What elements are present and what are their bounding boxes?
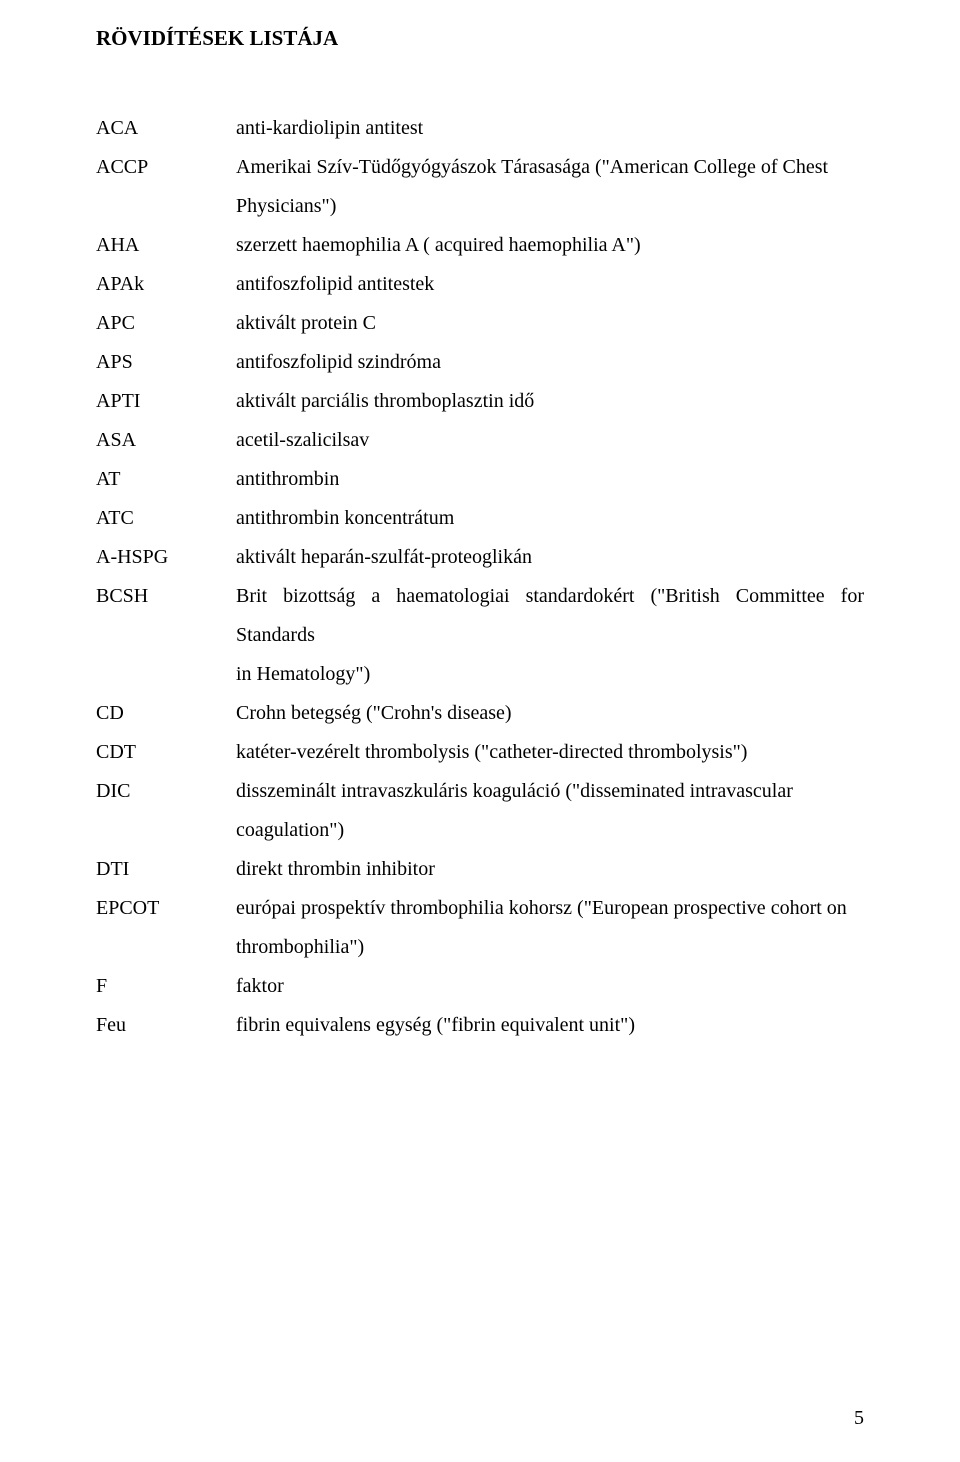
abbr-entry: ATCantithrombin koncentrátum [96,499,864,538]
abbr-entry: CDTkatéter-vezérelt thrombolysis ("cathe… [96,733,864,772]
abbr-term: APTI [96,382,236,421]
abbr-definition: Amerikai Szív-Tüdőgyógyászok Tárasasága … [236,148,864,187]
abbr-term: APC [96,304,236,343]
abbr-term: Feu [96,1006,236,1045]
abbr-term: F [96,967,236,1006]
abbr-definition-continuation: Physicians") [96,187,864,226]
abbr-term: CD [96,694,236,733]
abbr-entry: APAkantifoszfolipid antitestek [96,265,864,304]
abbr-definition: fibrin equivalens egység ("fibrin equiva… [236,1006,864,1045]
indent-spacer [96,655,236,694]
indent-spacer [96,811,236,850]
abbr-definition: direkt thrombin inhibitor [236,850,864,889]
page-number: 5 [854,1407,864,1430]
abbr-definition: antithrombin koncentrátum [236,499,864,538]
abbr-definition: Brit bizottság a haematologiai standardo… [236,577,864,655]
abbr-term: DIC [96,772,236,811]
abbr-definition: faktor [236,967,864,1006]
abbr-term: ACA [96,109,236,148]
abbr-term: ACCP [96,148,236,187]
abbr-definition-cont-text: coagulation") [236,811,864,850]
abbr-term: APS [96,343,236,382]
indent-spacer [96,928,236,967]
abbr-definition: európai prospektív thrombophilia kohorsz… [236,889,864,928]
abbr-definition: acetil-szalicilsav [236,421,864,460]
abbr-entry: AHAszerzett haemophilia A ( acquired hae… [96,226,864,265]
abbr-definition-cont-text: thrombophilia") [236,928,864,967]
abbr-entry: Ffaktor [96,967,864,1006]
abbr-definition-continuation: in Hematology") [96,655,864,694]
abbr-entry: ATantithrombin [96,460,864,499]
abbr-definition: katéter-vezérelt thrombolysis ("catheter… [236,733,864,772]
abbr-entry: DICdisszeminált intravaszkuláris koagulá… [96,772,864,811]
abbreviation-list: ACAanti-kardiolipin antitestACCPAmerikai… [96,109,864,1045]
abbr-entry: DTIdirekt thrombin inhibitor [96,850,864,889]
abbr-term: ATC [96,499,236,538]
abbr-definition: aktivált parciális thromboplasztin idő [236,382,864,421]
abbr-definition: Crohn betegség ("Crohn's disease) [236,694,864,733]
abbr-entry: APTIaktivált parciális thromboplasztin i… [96,382,864,421]
abbr-entry: ASAacetil-szalicilsav [96,421,864,460]
abbr-definition: antifoszfolipid antitestek [236,265,864,304]
abbr-entry: ACAanti-kardiolipin antitest [96,109,864,148]
abbr-entry: BCSHBrit bizottság a haematologiai stand… [96,577,864,655]
indent-spacer [96,187,236,226]
abbr-definition-cont-text: Physicians") [236,187,864,226]
abbr-entry: APCaktivált protein C [96,304,864,343]
abbr-definition-continuation: thrombophilia") [96,928,864,967]
abbr-definition: antifoszfolipid szindróma [236,343,864,382]
abbr-term: ASA [96,421,236,460]
abbr-definition: anti-kardiolipin antitest [236,109,864,148]
abbr-definition: antithrombin [236,460,864,499]
abbr-definition: disszeminált intravaszkuláris koaguláció… [236,772,864,811]
abbr-entry: ACCPAmerikai Szív-Tüdőgyógyászok Tárasas… [96,148,864,187]
abbr-term: CDT [96,733,236,772]
abbr-term: EPCOT [96,889,236,928]
abbr-entry: Feufibrin equivalens egység ("fibrin equ… [96,1006,864,1045]
abbr-term: DTI [96,850,236,889]
abbr-entry: APSantifoszfolipid szindróma [96,343,864,382]
abbr-entry: EPCOTeurópai prospektív thrombophilia ko… [96,889,864,928]
abbr-term: BCSH [96,577,236,616]
abbr-definition: aktivált heparán-szulfát-proteoglikán [236,538,864,577]
abbr-definition: aktivált protein C [236,304,864,343]
abbr-term: APAk [96,265,236,304]
abbr-definition-cont-text: in Hematology") [236,655,864,694]
abbr-term: AT [96,460,236,499]
abbr-definition: szerzett haemophilia A ( acquired haemop… [236,226,864,265]
abbr-entry: A-HSPGaktivált heparán-szulfát-proteogli… [96,538,864,577]
abbr-entry: CDCrohn betegség ("Crohn's disease) [96,694,864,733]
abbr-term: A-HSPG [96,538,236,577]
abbr-term: AHA [96,226,236,265]
abbr-definition-continuation: coagulation") [96,811,864,850]
page-title: RÖVIDÍTÉSEK LISTÁJA [96,26,864,51]
